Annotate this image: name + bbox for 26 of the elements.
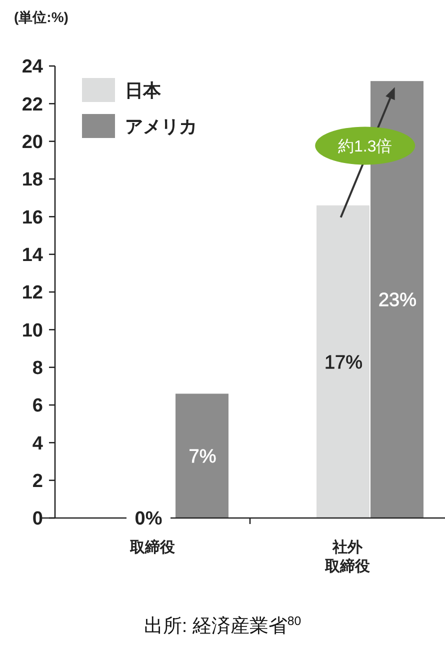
legend-label: 日本 — [125, 80, 162, 100]
y-tick-label: 16 — [22, 207, 43, 228]
y-tick-label: 2 — [32, 470, 43, 492]
bar — [176, 394, 228, 518]
y-tick-label: 20 — [22, 132, 43, 153]
y-tick-label: 12 — [22, 282, 43, 304]
y-tick-label: 8 — [32, 358, 43, 379]
y-tick-label: 0 — [32, 508, 43, 530]
x-tick-label: 取締役 — [129, 538, 176, 556]
annotation: 約1.3倍 — [338, 137, 392, 156]
y-tick-label: 22 — [22, 94, 43, 116]
x-tick-label: 社外取締役 — [324, 539, 371, 575]
y-tick-label: 4 — [32, 433, 44, 454]
y-tick-label: 10 — [22, 320, 43, 342]
y-tick-label: 18 — [22, 170, 43, 191]
bar — [316, 205, 370, 518]
legend-label: アメリカ — [125, 116, 197, 136]
data-label: 23% — [378, 290, 417, 312]
data-label: 7% — [188, 446, 216, 468]
data-label: 0% — [134, 508, 162, 530]
y-axis-title: (単位:%) — [14, 9, 68, 25]
data-label: 17% — [324, 352, 363, 374]
y-tick-label: 14 — [22, 244, 44, 266]
y-tick-label: 24 — [22, 56, 44, 78]
y-tick-label: 6 — [32, 396, 43, 417]
text: 出所: 経済産業省$^{80}$ — [144, 614, 302, 637]
